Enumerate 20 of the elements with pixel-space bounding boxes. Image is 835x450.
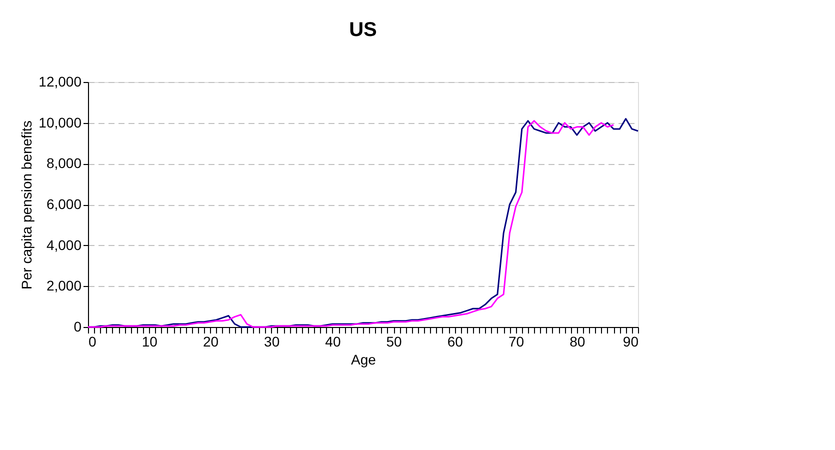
- y-tick-label: 4,000: [46, 236, 82, 253]
- y-tick-label: 6,000: [46, 196, 82, 212]
- y-tick-label: 12,000: [38, 74, 82, 90]
- chart-title: US: [349, 19, 377, 41]
- x-tick-label: 50: [386, 334, 402, 350]
- x-tick-label: 70: [508, 334, 524, 350]
- y-tick-label: 2,000: [46, 278, 82, 294]
- x-tick-label: 0: [88, 334, 96, 350]
- x-tick-label: 40: [325, 334, 341, 350]
- y-axis-title: Per capita pension benefits: [18, 120, 35, 290]
- x-tick-label: 10: [142, 334, 158, 350]
- x-tick-label: 80: [570, 334, 586, 350]
- x-tick-label: 90: [622, 334, 639, 350]
- y-tick-label: 10,000: [38, 114, 82, 130]
- x-tick-label: 60: [447, 334, 464, 350]
- x-tick-label: 30: [264, 334, 280, 350]
- y-tick-label: 0: [74, 318, 82, 334]
- y-tick-label: 8,000: [46, 155, 82, 172]
- x-tick-label: 20: [202, 334, 219, 350]
- x-axis-title: Age: [351, 352, 376, 368]
